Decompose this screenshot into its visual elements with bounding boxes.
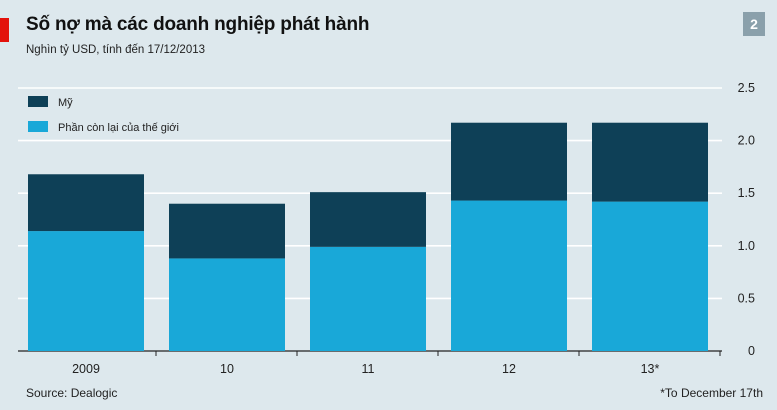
x-tick-label: 13* (641, 362, 660, 376)
bar-us (28, 174, 144, 232)
bar-rest-of-world (592, 201, 708, 351)
x-tick-label: 2009 (72, 362, 100, 376)
bar-rest-of-world (169, 258, 285, 351)
bar-us (310, 192, 426, 247)
bar-us (169, 203, 285, 259)
legend-rest-of-world-label: Phần còn lại của thế giới (58, 122, 179, 134)
y-tick-label: 2.5 (738, 81, 755, 95)
legend-us-label: Mỹ (58, 97, 73, 109)
y-tick-label: 0 (748, 344, 755, 358)
footnote: *To December 17th (660, 386, 763, 400)
brand-red-mark (0, 18, 9, 42)
bar-rest-of-world (28, 231, 144, 351)
bar-rest-of-world (451, 200, 567, 351)
chart-number-badge: 2 (743, 12, 765, 36)
bar-us (592, 122, 708, 202)
y-tick-label: 1.0 (738, 239, 755, 253)
legend-us-swatch (28, 96, 48, 107)
legend-rest-of-world-swatch (28, 121, 48, 132)
y-tick-label: 2.0 (738, 134, 755, 148)
bar-us (451, 122, 567, 201)
chart-subtitle: Nghìn tỷ USD, tính đến 17/12/2013 (26, 44, 206, 56)
y-tick-label: 0.5 (738, 291, 755, 305)
x-tick-label: 11 (362, 362, 375, 376)
y-tick-label: 1.5 (738, 186, 755, 200)
source-note: Source: Dealogic (26, 386, 118, 400)
x-tick-label: 12 (502, 362, 516, 376)
bar-rest-of-world (310, 246, 426, 351)
x-tick-label: 10 (220, 362, 234, 376)
chart-title: Số nợ mà các doanh nghiệp phát hành (26, 14, 370, 35)
